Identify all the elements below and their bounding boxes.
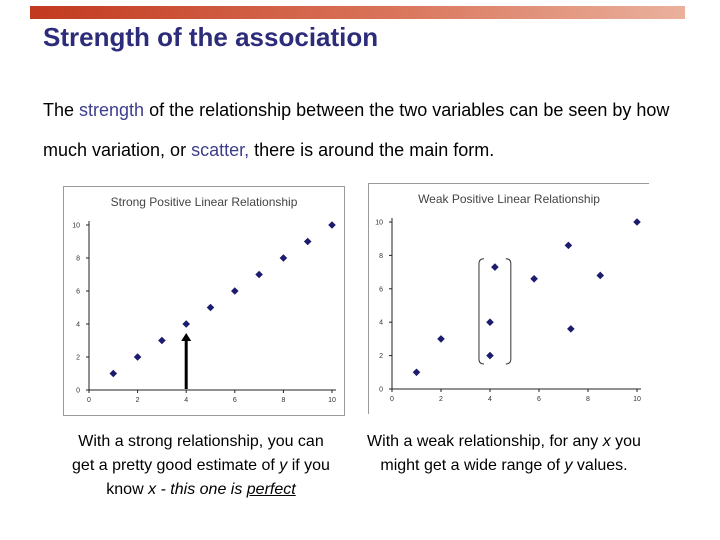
weak-scatter-panel: Weak Positive Linear Relationship 0 2 4 6 8 1… [368,183,649,414]
weak-data-point [564,241,573,250]
intro-strength-term: strength [79,100,145,120]
weak-x-tick-label: 10 [633,396,641,403]
strong-chart-title: Strong Positive Linear Relationship [110,195,298,209]
weak-x-tick-label: 0 [390,396,394,403]
weak-x-tick-label: 6 [537,396,541,403]
weak-bracket-right [505,258,512,365]
weak-caption-x: x [602,433,611,450]
strong-y-tick-label: 10 [72,223,80,230]
strong-caption-text-2: if you know [106,457,330,498]
strong-y-tick-label: 0 [76,388,80,395]
strong-data-point [133,353,142,361]
weak-y-tick-label: 8 [379,253,383,260]
weak-data-point [486,351,494,360]
strong-y-tick-label: 4 [76,322,80,329]
weak-data-point [530,274,538,283]
intro-text-1: The [43,100,80,120]
strong-caption-x: x [148,481,157,498]
weak-x-tick-label: 8 [586,396,590,403]
strong-data-point [328,221,336,229]
weak-scatter-plot: 0 2 4 6 8 10 0 2 4 6 8 10 [375,218,641,403]
strong-caption-perfect: perfect [246,481,296,498]
weak-y-tick-label: 2 [379,353,383,360]
weak-bracket-left [478,258,484,365]
weak-y-tick-label: 6 [379,286,383,293]
strong-scatter-plot: 0 2 4 6 8 10 0 2 4 6 8 10 [72,221,336,404]
weak-data-point [567,325,575,333]
weak-x-tick-label: 2 [439,396,443,403]
weak-caption-y: y [564,457,573,474]
strong-data-point [303,237,312,246]
title-accent-bar [30,6,685,19]
strong-y-tick-label: 2 [76,355,80,362]
weak-data-point [486,318,494,326]
strong-x-tick-label: 10 [328,397,336,404]
intro-paragraph: The strength of the relationship between… [43,90,703,170]
strong-x-tick-label: 8 [281,397,285,404]
strong-caption-text-3: - this one is [156,481,247,498]
weak-y-tick-label: 10 [375,220,383,227]
strong-data-point [182,320,190,328]
strong-x-tick-label: 4 [184,397,188,404]
weak-caption-text-2: you might get a wide range of [380,433,641,474]
strong-data-point [109,369,118,378]
strong-y-tick-label: 8 [76,256,80,263]
strong-arrow-head [181,333,192,341]
strong-x-tick-label: 6 [233,397,237,404]
slide-title: Strength of the association [43,22,379,52]
weak-caption-text-3: values. [572,457,628,474]
weak-caption-text-1: With a weak relationship, for any [367,433,603,450]
weak-data-point [437,335,445,343]
strong-data-point [255,270,263,279]
intro-text-3: there is around the main form. [249,140,495,160]
weak-data-point [596,271,605,280]
strong-caption-y: y [279,457,288,474]
weak-caption: With a weak relationship, for any x you … [366,430,642,478]
strong-x-tick-label: 2 [136,397,140,404]
intro-text-2: of the relationship between the two vari… [43,100,670,160]
intro-scatter-term: scatter, [191,140,250,160]
strong-x-tick-label: 0 [87,397,91,404]
strong-caption-text-1: With a strong relationship, you can get … [72,433,324,474]
weak-x-tick-label: 4 [488,396,492,403]
weak-y-tick-label: 0 [379,387,383,394]
weak-y-tick-label: 4 [379,320,383,327]
strong-caption: With a strong relationship, you can get … [70,430,332,502]
weak-data-point [491,263,499,271]
weak-data-point [633,218,641,226]
weak-data-point [412,368,421,377]
strong-data-point [231,287,239,295]
strong-data-point [158,336,166,345]
strong-scatter-panel: Strong Positive Linear Relationship 0 2 4 6… [63,186,345,416]
strong-data-point [279,254,288,262]
strong-data-point [206,303,215,312]
weak-chart-title: Weak Positive Linear Relationship [418,192,600,206]
strong-y-tick-label: 6 [76,289,80,296]
